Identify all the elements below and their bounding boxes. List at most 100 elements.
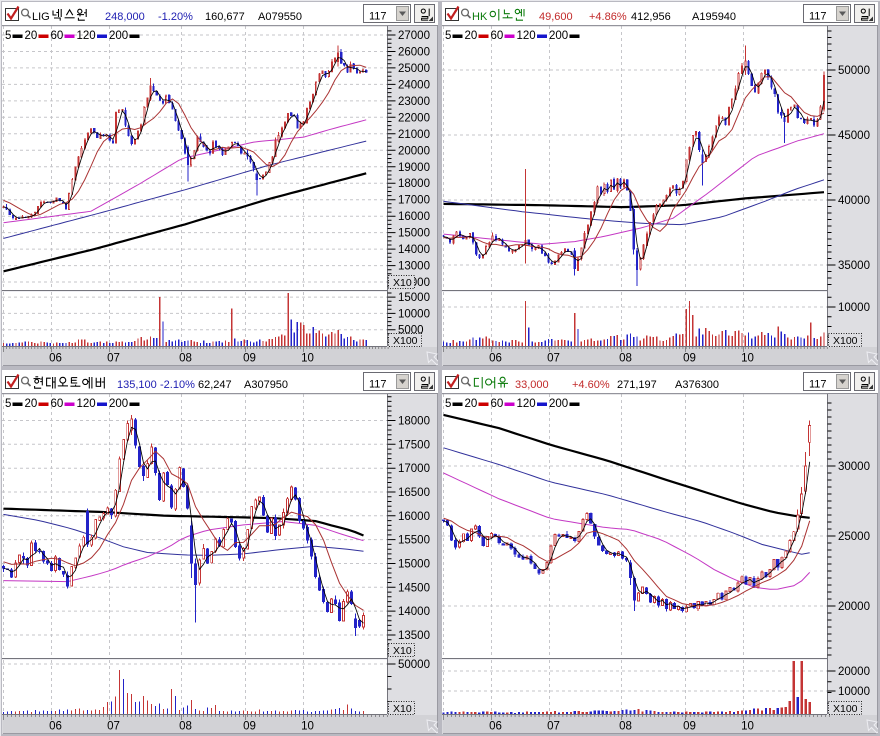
svg-text:18000: 18000 bbox=[398, 178, 430, 190]
svg-text:15000: 15000 bbox=[398, 559, 430, 571]
svg-text:10000: 10000 bbox=[398, 308, 430, 320]
svg-text:248,000: 248,000 bbox=[105, 11, 145, 23]
svg-text:15000: 15000 bbox=[398, 292, 430, 304]
svg-text:06: 06 bbox=[49, 353, 62, 365]
svg-text:15500: 15500 bbox=[398, 535, 430, 547]
svg-text:412,956: 412,956 bbox=[631, 11, 671, 23]
svg-text:49,600: 49,600 bbox=[539, 11, 573, 23]
svg-text:50000: 50000 bbox=[838, 65, 870, 77]
svg-text:120: 120 bbox=[77, 398, 96, 410]
svg-text:5: 5 bbox=[5, 398, 11, 410]
svg-text:120: 120 bbox=[77, 30, 96, 42]
svg-text:X10: X10 bbox=[393, 645, 412, 657]
svg-text:16000: 16000 bbox=[398, 211, 430, 223]
svg-text:22000: 22000 bbox=[398, 112, 430, 124]
svg-text:X10: X10 bbox=[393, 277, 412, 289]
svg-text:26000: 26000 bbox=[398, 47, 430, 59]
svg-text:30000: 30000 bbox=[838, 461, 870, 473]
svg-text:62,247: 62,247 bbox=[198, 379, 232, 391]
svg-text:06: 06 bbox=[489, 721, 502, 733]
svg-text:LIG: LIG bbox=[32, 11, 50, 23]
svg-text:X100: X100 bbox=[393, 335, 418, 347]
svg-text:07: 07 bbox=[547, 353, 560, 365]
svg-text:60: 60 bbox=[491, 398, 504, 410]
svg-text:09: 09 bbox=[683, 721, 696, 733]
svg-text:14500: 14500 bbox=[398, 582, 430, 594]
svg-text:60: 60 bbox=[51, 30, 64, 42]
svg-text:-1.20%: -1.20% bbox=[158, 11, 193, 23]
svg-text:10000: 10000 bbox=[838, 686, 870, 698]
svg-text:27000: 27000 bbox=[398, 30, 430, 42]
svg-text:20: 20 bbox=[25, 30, 38, 42]
svg-text:A376300: A376300 bbox=[675, 379, 719, 391]
svg-text:17000: 17000 bbox=[398, 195, 430, 207]
svg-text:5: 5 bbox=[445, 30, 451, 42]
svg-text:20: 20 bbox=[465, 30, 478, 42]
svg-text:08: 08 bbox=[619, 721, 632, 733]
svg-text:35000: 35000 bbox=[838, 260, 870, 272]
svg-text:13000: 13000 bbox=[398, 261, 430, 273]
svg-text:60: 60 bbox=[51, 398, 64, 410]
svg-text:200: 200 bbox=[109, 398, 128, 410]
svg-text:16500: 16500 bbox=[398, 487, 430, 499]
svg-text:200: 200 bbox=[549, 398, 568, 410]
svg-text:117: 117 bbox=[809, 11, 827, 23]
svg-text:A079550: A079550 bbox=[258, 11, 302, 23]
svg-text:24000: 24000 bbox=[398, 79, 430, 91]
svg-text:14000: 14000 bbox=[398, 606, 430, 618]
svg-text:60: 60 bbox=[491, 30, 504, 42]
svg-text:17500: 17500 bbox=[398, 439, 430, 451]
svg-text:09: 09 bbox=[243, 721, 256, 733]
svg-text:15000: 15000 bbox=[398, 228, 430, 240]
svg-text:09: 09 bbox=[683, 353, 696, 365]
svg-text:13500: 13500 bbox=[398, 630, 430, 642]
svg-text:117: 117 bbox=[369, 379, 387, 391]
svg-text:23000: 23000 bbox=[398, 96, 430, 108]
svg-text:20: 20 bbox=[465, 398, 478, 410]
svg-text:200: 200 bbox=[549, 30, 568, 42]
svg-text:+4.60%: +4.60% bbox=[572, 379, 610, 391]
svg-text:09: 09 bbox=[243, 353, 256, 365]
svg-text:19000: 19000 bbox=[398, 162, 430, 174]
svg-text:07: 07 bbox=[547, 721, 560, 733]
svg-text:5: 5 bbox=[5, 30, 11, 42]
svg-text:10: 10 bbox=[301, 721, 314, 733]
svg-text:20: 20 bbox=[25, 398, 38, 410]
svg-text:X10: X10 bbox=[393, 703, 412, 715]
svg-text:200: 200 bbox=[109, 30, 128, 42]
svg-text:271,197: 271,197 bbox=[617, 379, 657, 391]
svg-text:08: 08 bbox=[179, 721, 192, 733]
svg-text:A307950: A307950 bbox=[244, 379, 288, 391]
svg-text:X100: X100 bbox=[833, 703, 858, 715]
svg-text:20000: 20000 bbox=[838, 666, 870, 678]
svg-text:16000: 16000 bbox=[398, 511, 430, 523]
svg-text:06: 06 bbox=[49, 721, 62, 733]
svg-text:10: 10 bbox=[301, 353, 314, 365]
svg-text:120: 120 bbox=[517, 30, 536, 42]
svg-text:HK: HK bbox=[472, 11, 488, 23]
svg-text:08: 08 bbox=[619, 353, 632, 365]
svg-text:120: 120 bbox=[517, 398, 536, 410]
svg-text:10: 10 bbox=[741, 721, 754, 733]
svg-text:20000: 20000 bbox=[838, 601, 870, 613]
svg-text:18000: 18000 bbox=[398, 416, 430, 428]
svg-text:117: 117 bbox=[369, 11, 387, 23]
svg-text:X100: X100 bbox=[833, 335, 858, 347]
svg-text:21000: 21000 bbox=[398, 129, 430, 141]
svg-text:07: 07 bbox=[107, 721, 120, 733]
svg-text:14000: 14000 bbox=[398, 244, 430, 256]
svg-text:A195940: A195940 bbox=[692, 11, 736, 23]
svg-text:33,000: 33,000 bbox=[515, 379, 549, 391]
svg-text:45000: 45000 bbox=[838, 130, 870, 142]
svg-text:06: 06 bbox=[489, 353, 502, 365]
svg-text:10: 10 bbox=[741, 353, 754, 365]
svg-text:08: 08 bbox=[179, 353, 192, 365]
svg-text:+4.86%: +4.86% bbox=[589, 11, 627, 23]
svg-text:25000: 25000 bbox=[398, 63, 430, 75]
svg-text:5: 5 bbox=[445, 398, 451, 410]
svg-text:160,677: 160,677 bbox=[205, 11, 245, 23]
svg-text:135,100: 135,100 bbox=[117, 379, 157, 391]
svg-text:25000: 25000 bbox=[838, 531, 870, 543]
svg-text:40000: 40000 bbox=[838, 195, 870, 207]
svg-text:20000: 20000 bbox=[398, 145, 430, 157]
